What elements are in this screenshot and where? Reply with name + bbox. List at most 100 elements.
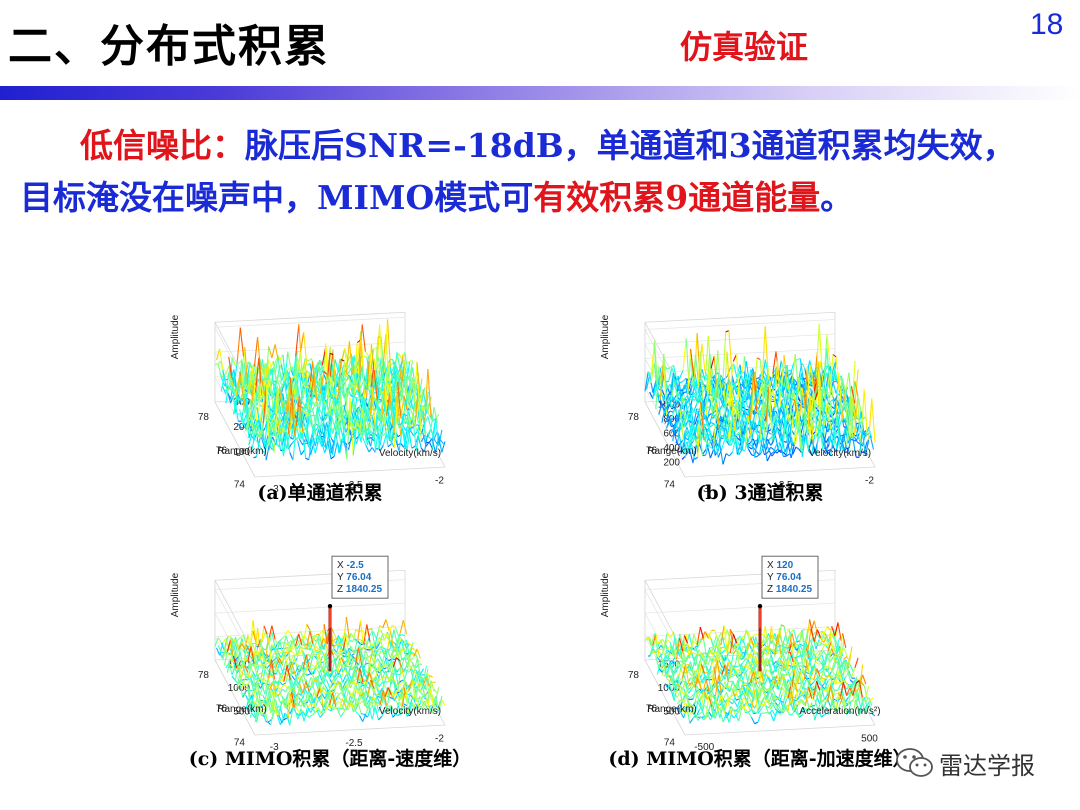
surface-mesh-segment [809,395,814,446]
surface-mesh-segment [670,382,676,398]
surface-mesh-segment [267,394,272,425]
surface-mesh-segment [332,419,337,434]
surface-mesh-segment [832,375,837,382]
surface-mesh-segment [305,713,310,718]
surface-mesh-segment [377,658,382,665]
chart-panel-b: 2004006008001000Amplitude787674Range(km)… [590,262,910,495]
surface-mesh-segment [290,398,296,436]
surface-mesh-segment [386,693,391,711]
surface-mesh-segment [253,456,257,459]
surface-mesh-segment [854,437,859,443]
surface-mesh-segment [401,417,407,427]
surface-mesh-segment [416,429,421,435]
summary-line-1: 低信噪比：脉压后SNR=-18dB，单通道和3通道积累均失效， [20,120,1070,172]
surface-mesh-segment [384,692,389,697]
surface-mesh-segment [406,697,411,707]
surface-mesh-segment [326,671,331,680]
surface-mesh-segment [754,437,759,456]
surface-mesh-segment [339,650,344,652]
surface-mesh-segment [306,637,311,651]
surface-mesh-segment [257,442,262,449]
surface-mesh-segment [360,429,365,434]
surface-mesh-segment [256,701,261,708]
surface-mesh-segment [781,434,786,453]
surface-mesh-segment [223,389,228,392]
surface-mesh-segment [287,691,293,719]
surface-mesh-segment [290,366,295,369]
surface-mesh-segment [416,674,421,677]
surface-mesh-segment [311,711,316,716]
surface-mesh-segment [237,386,242,390]
z-tick-label: 500 [663,707,680,718]
surface-mesh-segment [650,363,655,382]
surface-mesh-segment [385,681,389,683]
surface-mesh-segment [331,386,336,397]
surface-mesh-segment [255,656,260,671]
surface-mesh-segment [439,439,444,445]
surface-mesh-segment [394,668,399,685]
surface-mesh-segment [815,323,820,380]
surface-mesh-segment [251,712,256,719]
surface-mesh-segment [291,675,296,681]
surface-mesh-segment [356,339,361,344]
surface-mesh-segment [822,384,827,409]
chart-panel-a: 100200300Amplitude787674Range(km)-3-2.5-… [160,262,480,495]
surface-mesh-segment [746,444,751,448]
surface-mesh-segment [416,658,421,675]
surface-mesh-segment [303,700,308,707]
range-tick-label: 76 [646,446,658,457]
surface-mesh-segment [428,436,433,440]
surface-mesh-segment [270,418,275,424]
surface-mesh-segment [236,398,241,401]
surface-mesh-segment [295,654,299,657]
surface-mesh-segment [397,649,402,656]
surface-mesh-segment [378,384,383,394]
surface-mesh-segment [335,419,340,436]
surface-mesh-segment [267,697,272,713]
surface-mesh-segment [237,423,242,429]
surface-mesh-segment [718,372,723,396]
surface-mesh-segment [339,432,345,453]
surface-mesh-segment [372,648,377,670]
surface-mesh-segment [329,689,334,701]
surface-mesh-segment [855,431,860,441]
surface-mesh-segment [771,423,777,445]
surface-mesh-segment [254,711,259,723]
surface-mesh-segment [239,665,244,669]
surface-mesh-segment [379,625,384,629]
z-gridline [644,626,836,637]
surface-mesh-segment [381,419,386,426]
surface-mesh-segment [346,396,351,459]
surface-mesh-segment [381,697,386,705]
surface-mesh-segment [219,372,224,378]
surface-mesh-segment [254,433,259,438]
surface-mesh-segment [776,449,781,454]
surface-mesh-segment [256,677,261,684]
surface-mesh-segment [828,426,833,445]
surface-mesh-segment [261,683,266,695]
surface-mesh-segment [747,448,753,456]
surface-mesh-segment [405,422,410,431]
surface-mesh-segment [251,642,255,645]
surface-mesh-segment [304,361,309,388]
surface-mesh-segment [441,699,446,706]
surface-mesh-segment [264,679,269,695]
surface-mesh-segment [728,451,733,457]
surface-mesh-segment [317,706,323,715]
surface-mesh-segment [352,629,357,642]
surface-mesh-segment [860,451,865,454]
surface-mesh-segment [411,417,416,427]
surface-mesh-segment [362,666,368,680]
surface-mesh-segment [304,357,309,362]
surface-mesh-segment [287,646,292,663]
surface-mesh-segment [768,436,773,440]
surface-mesh-segment [307,381,312,411]
z-gridline [644,333,836,345]
surface-mesh-segment [281,700,286,709]
surface-mesh-segment [303,635,307,639]
surface-mesh-segment [713,449,718,454]
summary-line-2-body-a: 目标淹没在噪声中，MIMO模式可 [20,178,534,217]
surface-mesh-segment [259,401,264,422]
surface-mesh-segment [828,421,834,431]
surface-mesh-segment [741,449,746,452]
